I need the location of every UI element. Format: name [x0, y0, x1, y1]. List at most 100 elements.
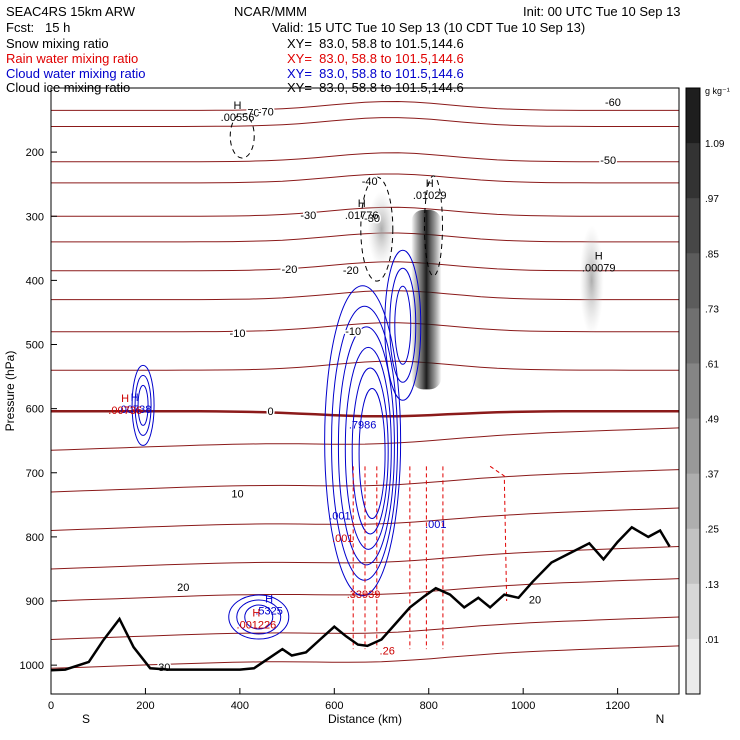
- plot-frame: [50, 87, 680, 695]
- cloud-water-contour: [324, 285, 402, 597]
- colorbar-label: .37: [705, 470, 719, 481]
- isotherm-label: -10: [345, 326, 361, 338]
- y-axis-label: Pressure (hPa): [3, 351, 17, 432]
- isotherm-label: 20: [177, 582, 189, 594]
- isotherm-line: [51, 117, 679, 127]
- high-marker: H: [265, 594, 273, 606]
- model-title: SEAC4RS 15km ARW: [6, 4, 136, 19]
- colorbar-swatch: [686, 308, 700, 364]
- colorbar-units: g kg⁻¹: [705, 86, 730, 96]
- high-marker: H: [121, 393, 129, 405]
- isotherm-line: [51, 232, 679, 243]
- field-xy-snow: XY= 83.0, 58.8 to 101.5,144.6: [287, 36, 464, 51]
- high-marker: H: [595, 250, 603, 262]
- field-xy-cloud-water: XY= 83.0, 58.8 to 101.5,144.6: [287, 66, 464, 81]
- x-axis-label: Distance (km): [328, 712, 402, 726]
- colorbar-label: .73: [705, 304, 719, 315]
- x-tick-label: 600: [325, 700, 343, 712]
- cloud-water-contour: [236, 599, 282, 635]
- isotherm-line: [51, 409, 679, 418]
- cloud-ice-patch-mid: [367, 191, 396, 268]
- isotherm-label: -20: [281, 264, 297, 276]
- y-tick-label: 900: [26, 596, 44, 608]
- y-tick-label: 400: [26, 275, 44, 287]
- high-marker: H: [131, 392, 139, 404]
- y-tick-label: 600: [26, 404, 44, 416]
- north-label: N: [656, 712, 665, 726]
- field-label-snow: Snow mixing ratio: [6, 36, 109, 51]
- cloud-ice-core: [411, 209, 442, 390]
- high-value: .26: [380, 645, 395, 657]
- y-tick-label: 200: [26, 147, 44, 159]
- colorbar-swatch: [686, 88, 700, 144]
- cloud-water-contour: [351, 367, 389, 535]
- isotherm-line: [51, 261, 679, 272]
- high-value: .33939: [347, 589, 381, 601]
- x-tick-label: 1200: [605, 700, 629, 712]
- snow-contour: [229, 113, 255, 159]
- isotherm-line: [50, 427, 680, 451]
- colorbar-swatch: [686, 583, 700, 640]
- cloud-water-contour: [137, 384, 149, 426]
- high-value: .001: [332, 533, 353, 545]
- org-label: NCAR/MMM: [234, 4, 307, 19]
- isotherm-line: [51, 206, 679, 217]
- colorbar-label: .01: [705, 635, 719, 646]
- colorbar-label: 1.09: [705, 139, 725, 150]
- cloud-water-contour: [228, 594, 290, 640]
- isotherm-line: [50, 469, 680, 493]
- isotherm-label: 10: [231, 488, 243, 500]
- isotherm-line: [51, 152, 679, 163]
- colorbar-swatch: [686, 363, 700, 420]
- isotherm-line: [50, 616, 680, 640]
- high-marker: H: [252, 608, 260, 620]
- isotherm-label: -40: [362, 176, 378, 188]
- forecast-hour: Fcst: 15 h: [6, 20, 71, 35]
- colorbar-swatch: [686, 198, 700, 254]
- isotherm-label: -20: [343, 265, 359, 277]
- high-value: .5325: [255, 606, 283, 618]
- x-tick-label: 1000: [511, 700, 535, 712]
- x-tick-label: 800: [420, 700, 438, 712]
- cloud-water-contour: [244, 604, 274, 630]
- cloud-water-contour: [394, 285, 412, 365]
- isotherm-line: [51, 100, 679, 111]
- colorbar-swatch: [686, 473, 700, 530]
- colorbar-label: .85: [705, 249, 719, 260]
- high-marker: H: [358, 198, 366, 210]
- y-tick-label: 800: [26, 532, 44, 544]
- isotherm-label: 0: [268, 406, 274, 418]
- isotherm-label: -70: [258, 107, 274, 119]
- isotherm-line: [51, 173, 679, 184]
- isotherm-line: [51, 290, 679, 301]
- colorbar-label: .25: [705, 525, 719, 536]
- snow-contour: [423, 175, 443, 277]
- colorbar-swatch: [686, 143, 700, 199]
- colorbar-swatch: [686, 418, 700, 475]
- high-value: .01029: [413, 190, 447, 202]
- x-tick-label: 200: [136, 700, 154, 712]
- high-value: .00556: [221, 112, 255, 124]
- high-value: .001226: [237, 620, 277, 632]
- colorbar-swatch: [686, 528, 700, 585]
- colorbar-swatch: [686, 638, 700, 695]
- high-value: .7986: [349, 420, 377, 432]
- cloud-water-contour: [384, 249, 422, 401]
- isotherm-label: 20: [529, 595, 541, 607]
- y-tick-label: 300: [26, 211, 44, 223]
- snow-contour: [360, 176, 394, 282]
- colorbar-label: .49: [705, 415, 719, 426]
- field-label-cloud-water: Cloud water mixing ratio: [6, 66, 146, 81]
- isotherm-label: -70: [244, 107, 260, 119]
- y-tick-label: 700: [26, 468, 44, 480]
- isotherm-label: -50: [600, 155, 616, 167]
- valid-time: Valid: 15 UTC Tue 10 Sep 13 (10 CDT Tue …: [272, 20, 586, 35]
- high-value: .00736: [108, 405, 142, 417]
- isotherm-line: [51, 360, 679, 371]
- field-label-rain: Rain water mixing ratio: [6, 51, 139, 66]
- high-marker: H: [426, 178, 434, 190]
- y-tick-label: 1000: [20, 660, 44, 672]
- high-value: .01776: [345, 210, 379, 222]
- cloud-water-contour: [134, 374, 152, 436]
